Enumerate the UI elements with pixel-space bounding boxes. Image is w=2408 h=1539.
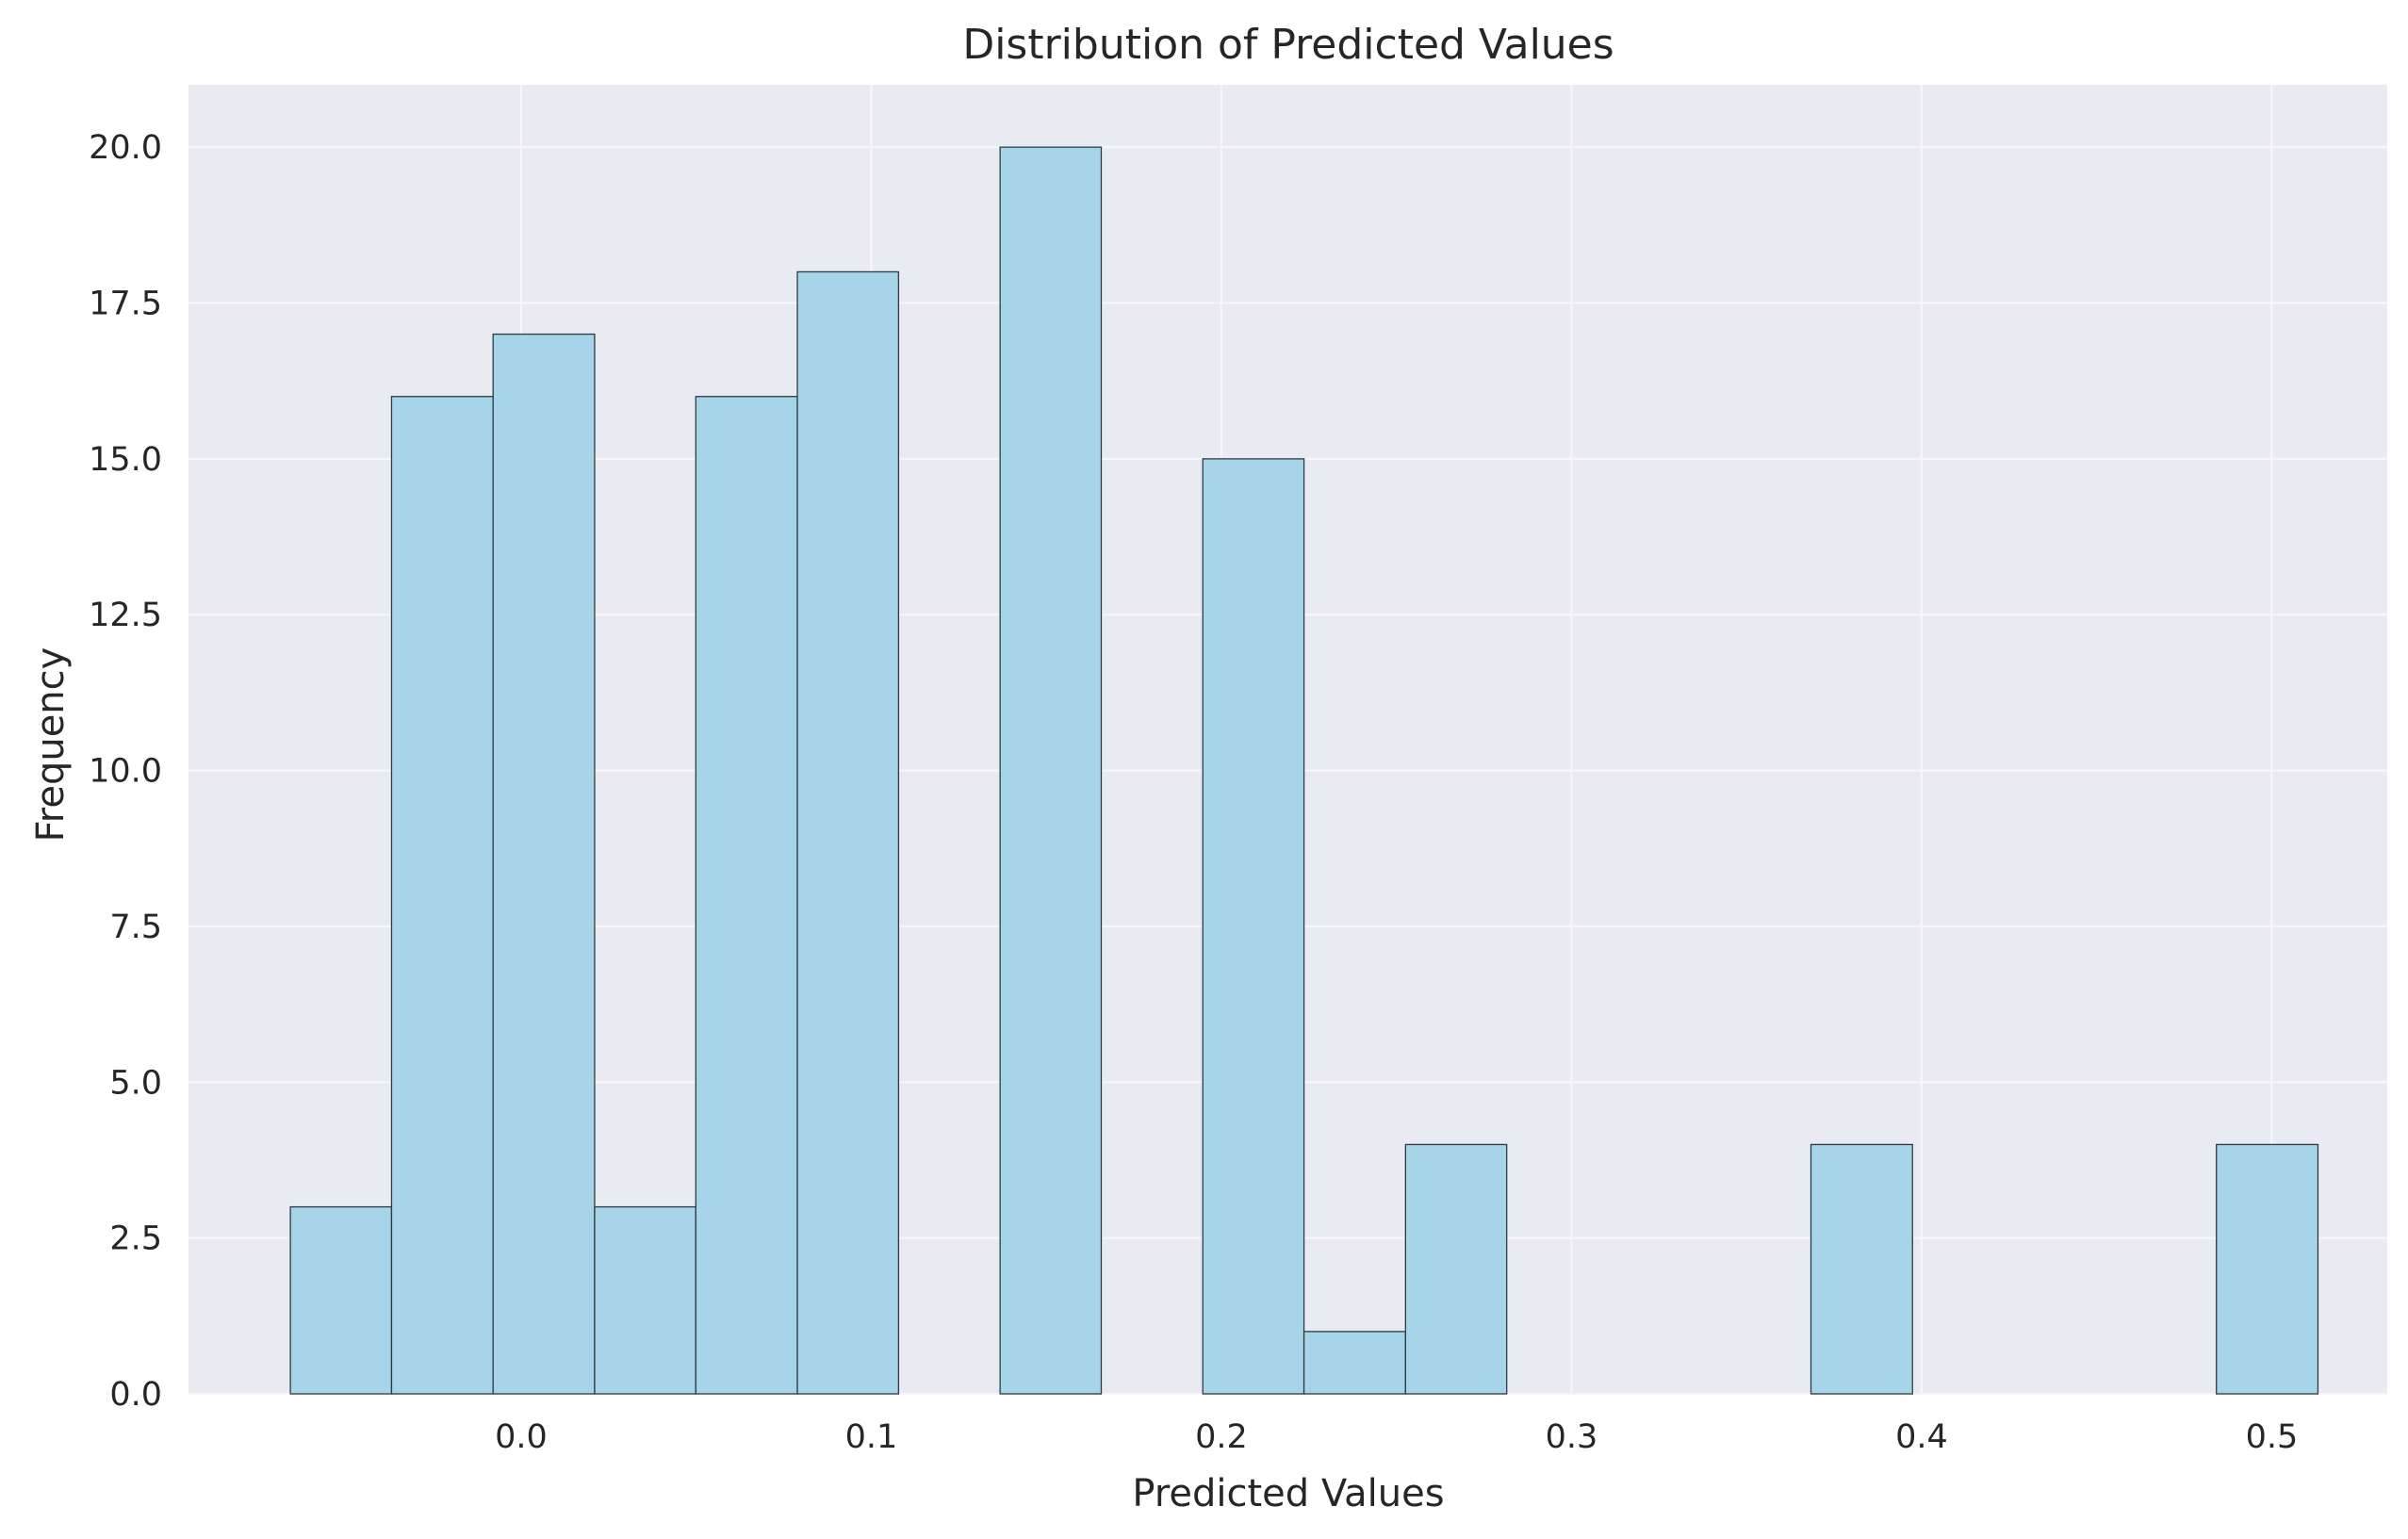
histogram-bar [796, 270, 900, 1395]
histogram-bars [289, 146, 2319, 1395]
x-tick-label: 0.3 [1546, 1418, 1598, 1456]
histogram-bar [695, 396, 798, 1395]
x-axis-title: Predicted Values [1132, 1472, 1444, 1515]
x-tick-label: 0.0 [495, 1418, 548, 1456]
y-tick-label: 0.0 [109, 1376, 162, 1414]
y-tick-label: 15.0 [89, 441, 162, 479]
histogram-bar [492, 333, 596, 1395]
y-tick-label: 7.5 [109, 909, 162, 946]
x-tick-labels: 0.0 0.1 0.2 0.3 0.4 0.5 [495, 1418, 2298, 1456]
histogram-bar [1404, 1143, 1508, 1395]
y-tick-label: 12.5 [89, 597, 162, 634]
y-tick-label: 5.0 [109, 1064, 162, 1102]
histogram-bar [999, 146, 1103, 1395]
histogram-bar [1302, 1331, 1406, 1395]
histogram-bar [289, 1205, 393, 1395]
histogram-bar [594, 1205, 696, 1395]
y-axis-title: Frequency [29, 647, 73, 843]
y-tick-label: 10.0 [89, 753, 162, 791]
histogram-bar [2216, 1143, 2319, 1395]
x-tick-label: 0.5 [2246, 1418, 2299, 1456]
y-tick-labels: 0.0 2.5 5.0 7.5 10.0 12.5 15.0 17.5 20.0 [89, 129, 162, 1414]
chart-title: Distribution of Predicted Values [962, 21, 1614, 69]
histogram-bar [1810, 1143, 1913, 1395]
x-tick-label: 0.1 [845, 1418, 898, 1456]
y-tick-label: 17.5 [89, 286, 162, 323]
y-tick-label: 2.5 [109, 1220, 162, 1258]
histogram-bar [390, 396, 494, 1395]
x-tick-label: 0.2 [1195, 1418, 1248, 1456]
x-tick-label: 0.4 [1895, 1418, 1948, 1456]
histogram-bar [1202, 458, 1305, 1395]
y-tick-label: 20.0 [89, 129, 162, 167]
